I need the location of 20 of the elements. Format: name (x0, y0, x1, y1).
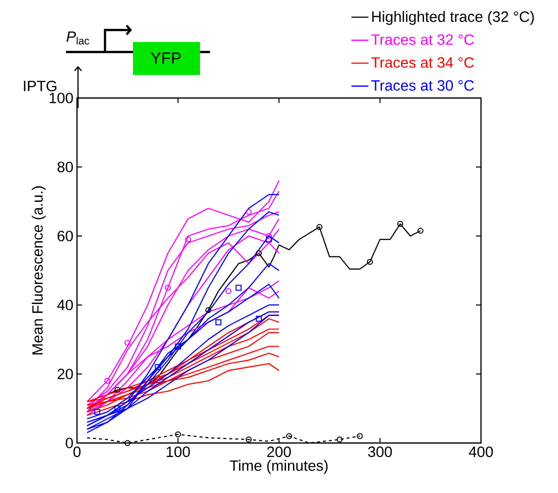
legend-label: Highlighted trace (32 °C) (372, 11, 534, 25)
text: IPTG (24, 80, 56, 92)
text: P$_{lac}$ (66, 31, 90, 45)
y-tick-label: 0 (66, 438, 73, 448)
x-tick-label: 100 (166, 446, 190, 458)
x-tick-label: 0 (73, 446, 81, 458)
x-axis-title: Time (minutes) (230, 460, 328, 474)
legend-label: Traces at 32 °C (371, 34, 474, 45)
legend-label: Traces at 34 °C (371, 57, 474, 68)
y-tick-label: 40 (57, 300, 73, 310)
legend-label: Traces at 30 °C (371, 80, 474, 91)
x-tick-label: 300 (368, 446, 392, 458)
x-tick-label: 200 (267, 446, 291, 458)
y-tick-label: 80 (58, 162, 73, 172)
text: YFP (150, 52, 181, 64)
x-tick-label: 400 (468, 446, 493, 458)
y-tick-label: 100 (50, 92, 73, 104)
y-tick-label: 20 (58, 368, 73, 380)
y-tick-label: 60 (58, 230, 73, 242)
y-axis-title: Mean Fluorescence (a.u.) (32, 186, 46, 354)
